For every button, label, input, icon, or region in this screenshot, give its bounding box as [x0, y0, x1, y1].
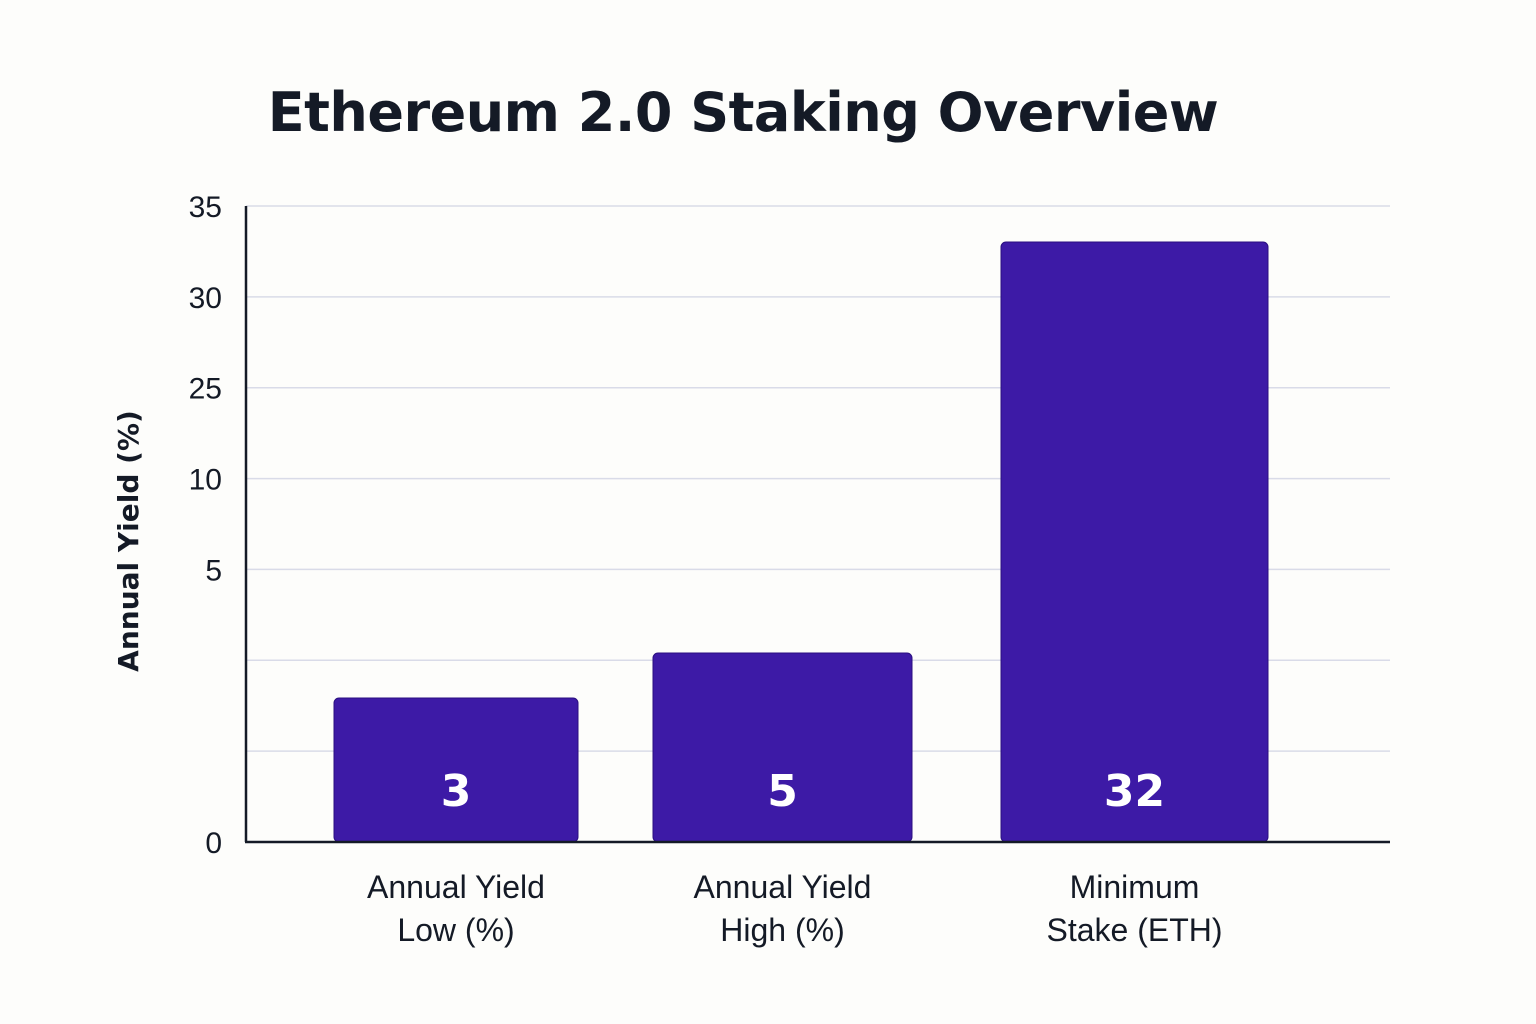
x-category-label: Minimum Stake (ETH) — [1046, 869, 1222, 948]
x-category-label: Annual Yield Low (%) — [367, 869, 545, 948]
bar-value-label: 32 — [1104, 766, 1165, 817]
bar-value-label: 3 — [441, 766, 472, 817]
bar-value-label: 5 — [767, 766, 798, 817]
y-tick-label: 30 — [189, 282, 222, 315]
y-tick-label: 10 — [189, 464, 222, 497]
bar — [1000, 241, 1269, 843]
x-category-label: Annual Yield High (%) — [694, 869, 872, 948]
bars: 3 5 32 — [333, 241, 1269, 843]
y-tick-labels: 35 30 25 10 5 0 — [189, 191, 222, 860]
x-category-labels: Annual Yield Low (%) Annual Yield High (%) M… — [367, 869, 1222, 948]
y-tick-label: 25 — [189, 373, 222, 406]
y-axis-label: Annual Yield (%) — [112, 410, 145, 672]
y-tick-label: 5 — [205, 554, 222, 587]
y-tick-label: 0 — [205, 827, 222, 860]
chart-title: Ethereum 2.0 Staking Overview — [267, 81, 1219, 144]
axes — [244, 206, 1390, 844]
y-tick-label: 35 — [189, 191, 222, 224]
